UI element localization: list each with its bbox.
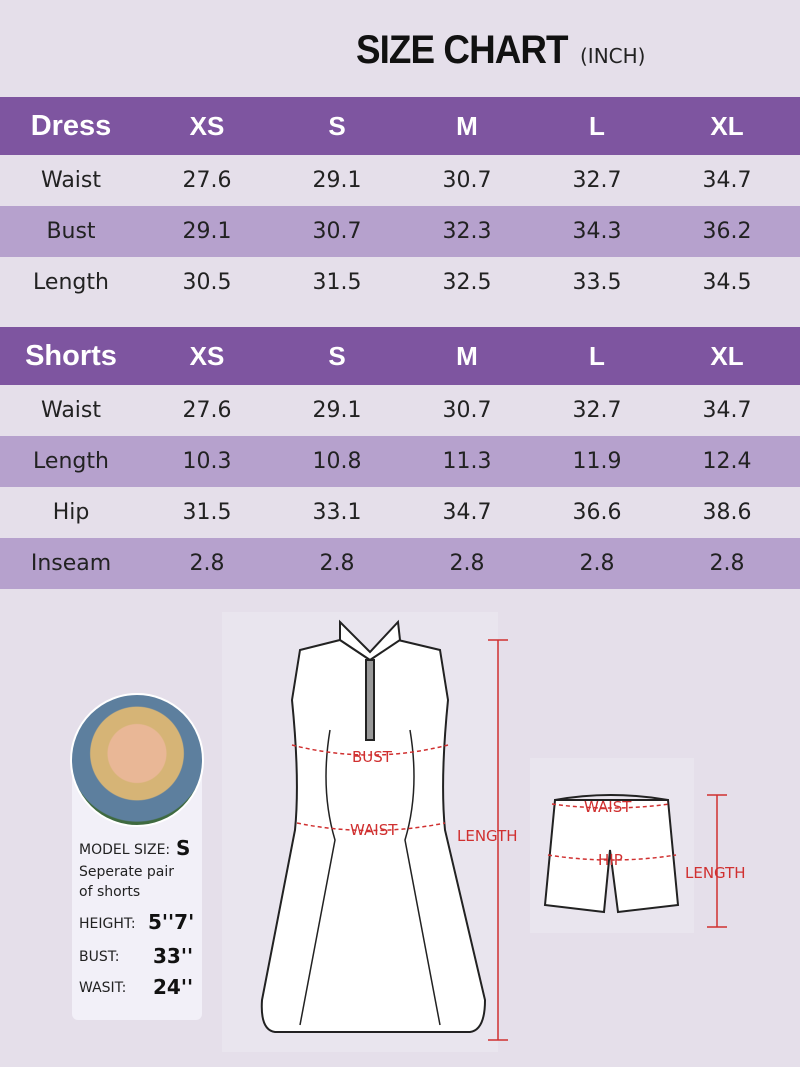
- shorts-hip-line: [547, 854, 677, 861]
- dress-length-label: LENGTH: [457, 827, 518, 845]
- size-l: L: [589, 110, 605, 141]
- dress-waist-label: WAIST: [350, 821, 398, 839]
- size-l: L: [589, 340, 605, 371]
- dress-row-waist: Waist 27.6 29.1 30.7 32.7 34.7: [0, 155, 800, 206]
- row-label: Bust: [46, 219, 96, 244]
- shorts-waist-line: [551, 803, 671, 809]
- shorts-row-length: Length 10.3 10.8 11.3 11.9 12.4: [0, 436, 800, 487]
- cell-value: 33.1: [312, 500, 362, 525]
- model-size-value: S: [176, 836, 191, 860]
- cell-value: 2.8: [709, 551, 745, 576]
- row-label: Length: [33, 270, 109, 295]
- cell-value: 32.5: [442, 270, 492, 295]
- waist-label: WASIT:: [79, 980, 127, 996]
- shorts-waist-label: WAIST: [584, 798, 632, 816]
- cell-value: 31.5: [182, 500, 232, 525]
- dress-row-length: Length 30.5 31.5 32.5 33.5 34.5: [0, 257, 800, 308]
- cell-value: 34.7: [702, 168, 752, 193]
- size-xs: XS: [189, 110, 225, 141]
- cell-value: 30.7: [442, 398, 492, 423]
- cell-value: 31.5: [312, 270, 362, 295]
- size-s: S: [328, 110, 346, 141]
- bust-value: 33'': [153, 944, 194, 968]
- cell-value: 34.5: [702, 270, 752, 295]
- shorts-header-row: Shorts XS S M L XL: [0, 327, 800, 385]
- cell-value: 32.3: [442, 219, 492, 244]
- dress-waist-line: [296, 822, 446, 832]
- shorts-table: Shorts XS S M L XL Waist 27.6 29.1 30.7 32.7…: [0, 327, 800, 589]
- cell-value: 34.3: [572, 219, 622, 244]
- cell-value: 27.6: [182, 398, 232, 423]
- size-m: M: [456, 340, 478, 371]
- waist-value: 24'': [153, 975, 194, 999]
- title-unit: (INCH): [580, 44, 646, 68]
- shorts-hip-label: HIP: [598, 851, 623, 869]
- cell-value: 34.7: [702, 398, 752, 423]
- shorts-label: Shorts: [25, 339, 117, 372]
- cell-value: 11.9: [572, 449, 622, 474]
- model-photo: [70, 693, 204, 827]
- cell-value: 30.5: [182, 270, 232, 295]
- size-xs: XS: [189, 340, 225, 371]
- size-chart-title: SIZE CHART (INCH): [356, 28, 645, 73]
- height-label: HEIGHT:: [79, 916, 136, 932]
- cell-value: 10.8: [312, 449, 362, 474]
- cell-value: 2.8: [189, 551, 225, 576]
- cell-value: 12.4: [702, 449, 752, 474]
- cell-value: 32.7: [572, 168, 622, 193]
- cell-value: 34.7: [442, 500, 492, 525]
- row-label: Hip: [52, 500, 90, 525]
- dress-illustration: [260, 619, 487, 1033]
- cell-value: 30.7: [312, 219, 362, 244]
- dress-bust-label: BUST: [352, 748, 393, 766]
- model-note: Seperate pair of shorts: [79, 864, 174, 900]
- cell-value: 10.3: [182, 449, 232, 474]
- shorts-illustration: [543, 794, 680, 914]
- cell-value: 33.5: [572, 270, 622, 295]
- shorts-row-waist: Waist 27.6 29.1 30.7 32.7 34.7: [0, 385, 800, 436]
- size-xl: XL: [710, 340, 744, 371]
- size-m: M: [456, 110, 478, 141]
- dress-row-bust: Bust 29.1 30.7 32.3 34.3 36.2: [0, 206, 800, 257]
- cell-value: 29.1: [312, 168, 362, 193]
- cell-value: 38.6: [702, 500, 752, 525]
- size-s: S: [328, 340, 346, 371]
- dress-table: Dress XS S M L XL Waist 27.6 29.1 30.7 32.7 3…: [0, 97, 800, 308]
- shorts-length-label: LENGTH: [685, 864, 746, 882]
- shorts-row-inseam: Inseam 2.8 2.8 2.8 2.8 2.8: [0, 538, 800, 589]
- row-label: Inseam: [30, 551, 112, 576]
- cell-value: 32.7: [572, 398, 622, 423]
- cell-value: 11.3: [442, 449, 492, 474]
- row-label: Length: [33, 449, 109, 474]
- dress-bust-line: [291, 744, 449, 756]
- shorts-row-hip: Hip 31.5 33.1 34.7 36.6 38.6: [0, 487, 800, 538]
- cell-value: 29.1: [312, 398, 362, 423]
- cell-value: 2.8: [449, 551, 485, 576]
- cell-value: 36.2: [702, 219, 752, 244]
- cell-value: 2.8: [319, 551, 355, 576]
- cell-value: 36.6: [572, 500, 622, 525]
- row-label: Waist: [40, 168, 102, 193]
- cell-value: 27.6: [182, 168, 232, 193]
- dress-header-row: Dress XS S M L XL: [0, 97, 800, 155]
- model-size-label: MODEL SIZE:: [79, 842, 171, 858]
- cell-value: 30.7: [442, 168, 492, 193]
- height-value: 5''7': [148, 910, 195, 934]
- dress-label: Dress: [30, 109, 112, 142]
- title-main: SIZE CHART: [356, 28, 569, 72]
- size-xl: XL: [710, 110, 744, 141]
- cell-value: 2.8: [579, 551, 615, 576]
- bust-label: BUST:: [79, 949, 120, 965]
- cell-value: 29.1: [182, 219, 232, 244]
- row-label: Waist: [40, 398, 102, 423]
